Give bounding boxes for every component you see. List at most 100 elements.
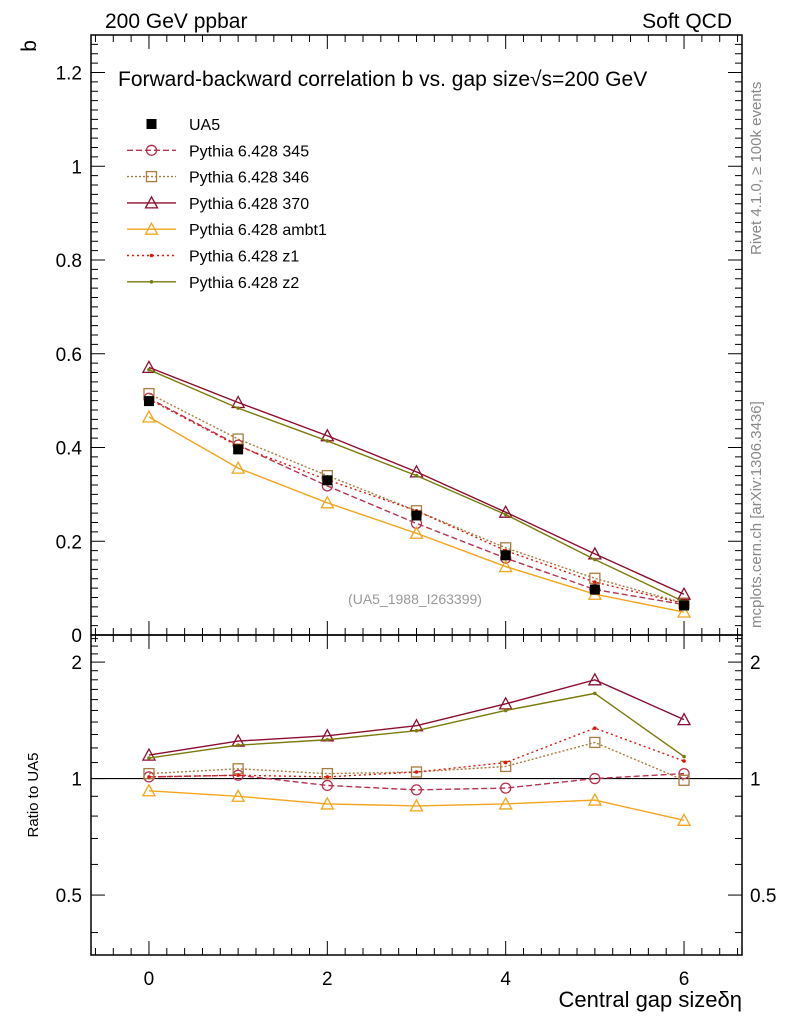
x-tick-label: 4 bbox=[500, 969, 511, 990]
y-tick-label: 0.8 bbox=[56, 251, 82, 272]
ua5-point bbox=[143, 396, 154, 407]
legend-label: Pythia 6.428 z2 bbox=[189, 275, 299, 292]
ratio-series bbox=[141, 672, 692, 826]
series-point bbox=[232, 433, 244, 445]
series-point bbox=[498, 504, 513, 518]
ratio-point bbox=[409, 798, 424, 812]
legend-marker bbox=[144, 195, 159, 209]
x-axis-label: Central gap sizeδη bbox=[559, 987, 742, 1012]
ratio-point bbox=[676, 812, 692, 826]
series-point bbox=[141, 409, 157, 423]
y-tick-label: 0.2 bbox=[56, 532, 82, 553]
ratio-point bbox=[678, 774, 690, 786]
y-axis-label: b bbox=[18, 40, 41, 52]
chart-title-main: Forward-backward correlation b vs. gap s… bbox=[118, 68, 530, 91]
ua5-point bbox=[500, 550, 511, 561]
ratio-point bbox=[682, 759, 686, 763]
ratio-point bbox=[414, 728, 419, 733]
data-points bbox=[143, 396, 690, 611]
series-line bbox=[148, 398, 685, 605]
legend-marker bbox=[149, 253, 154, 258]
ratio-point bbox=[410, 784, 423, 796]
ratio-line bbox=[148, 741, 685, 781]
series-point bbox=[236, 406, 240, 410]
ratio-tick-label-right: 0.5 bbox=[750, 886, 776, 907]
ratio-point bbox=[147, 775, 151, 779]
ratio-point bbox=[231, 788, 246, 802]
ratio-point bbox=[414, 770, 419, 774]
ratio-point bbox=[236, 743, 240, 747]
x-tick-label: 0 bbox=[144, 969, 155, 990]
ratio-point bbox=[593, 726, 597, 730]
series-point bbox=[593, 580, 597, 584]
ratio-point bbox=[232, 769, 244, 781]
legend-label: Pythia 6.428 346 bbox=[189, 170, 309, 187]
header-right: Soft QCD bbox=[642, 10, 732, 33]
ratio-point bbox=[320, 796, 335, 810]
series-point bbox=[147, 367, 151, 372]
ratio-point bbox=[682, 754, 686, 759]
y-tick-label: 1.2 bbox=[56, 64, 82, 85]
legend-label: Pythia 6.428 ambt1 bbox=[189, 222, 327, 239]
ratio-line bbox=[148, 790, 685, 822]
y-tick-label: 0.6 bbox=[56, 345, 82, 366]
legend-label: Pythia 6.428 z1 bbox=[189, 249, 299, 266]
ua5-point bbox=[589, 584, 600, 595]
ratio-point bbox=[589, 772, 601, 785]
ratio-point bbox=[503, 760, 508, 765]
legend-marker bbox=[145, 144, 158, 156]
y-tick-label: 0 bbox=[71, 626, 82, 647]
header-left: 200 GeV ppbar bbox=[105, 10, 247, 33]
series-point bbox=[676, 586, 692, 600]
main-series bbox=[141, 359, 692, 618]
series-line bbox=[148, 397, 685, 606]
legend-marker bbox=[149, 280, 154, 284]
series-line bbox=[148, 369, 685, 603]
ua5-point bbox=[679, 600, 690, 611]
chart-title-energy: √s=200 GeV bbox=[530, 68, 647, 91]
ratio-tick-label-left: 1 bbox=[71, 770, 82, 791]
ua5-point bbox=[411, 510, 422, 521]
ratio-point bbox=[141, 747, 157, 761]
series-point bbox=[498, 559, 513, 573]
y-tick-label: 0.4 bbox=[56, 439, 83, 460]
ratio-point bbox=[498, 796, 513, 810]
ratio-point bbox=[410, 766, 423, 778]
ratio-point bbox=[676, 712, 692, 726]
series-point bbox=[231, 460, 246, 474]
legend-marker-ua5 bbox=[146, 119, 157, 129]
ratio-line bbox=[148, 679, 685, 756]
mcplots-label: mcplots.cern.ch [arXiv:1306.3436] bbox=[748, 401, 765, 628]
ua5-point bbox=[322, 475, 333, 486]
ratio-point bbox=[141, 783, 157, 797]
ratio-tick-label-right: 2 bbox=[750, 653, 761, 674]
series-point bbox=[593, 557, 597, 562]
series-point bbox=[141, 359, 157, 373]
ratio-point bbox=[678, 767, 690, 780]
series-line bbox=[148, 366, 685, 595]
tick-labels: 0 2 4 6 0 0.2 0.4 0.6 0.8 1 1.2 0.5 0.5 1 1 2 2 bbox=[56, 64, 777, 991]
ratio-point bbox=[587, 672, 602, 686]
series-point bbox=[325, 439, 330, 443]
legend: UA5 Pythia 6.428 345 Pythia 6.428 346 Pythi… bbox=[127, 117, 327, 292]
x-tick-label: 6 bbox=[679, 969, 690, 990]
ratio-tick-label-left: 0.5 bbox=[56, 886, 82, 907]
series-point bbox=[503, 512, 508, 517]
series-line bbox=[148, 392, 685, 604]
ratio-point bbox=[587, 792, 602, 806]
analysis-watermark: (UA5_1988_I263399) bbox=[348, 591, 482, 607]
legend-marker bbox=[144, 221, 159, 235]
series-point bbox=[414, 473, 419, 478]
ratio-point bbox=[147, 756, 151, 760]
ratio-tick-label-right: 1 bbox=[750, 770, 761, 791]
ratio-tick-label-left: 2 bbox=[71, 653, 82, 674]
ratio-point bbox=[589, 736, 601, 749]
ratio-point bbox=[593, 691, 597, 696]
x-tick-label: 2 bbox=[322, 969, 333, 990]
series-point bbox=[320, 495, 335, 509]
legend-label: Pythia 6.428 345 bbox=[189, 143, 309, 160]
ratio-point bbox=[321, 779, 333, 792]
y-tick-label: 1 bbox=[71, 157, 82, 178]
legend-label-ua5: UA5 bbox=[189, 117, 220, 134]
